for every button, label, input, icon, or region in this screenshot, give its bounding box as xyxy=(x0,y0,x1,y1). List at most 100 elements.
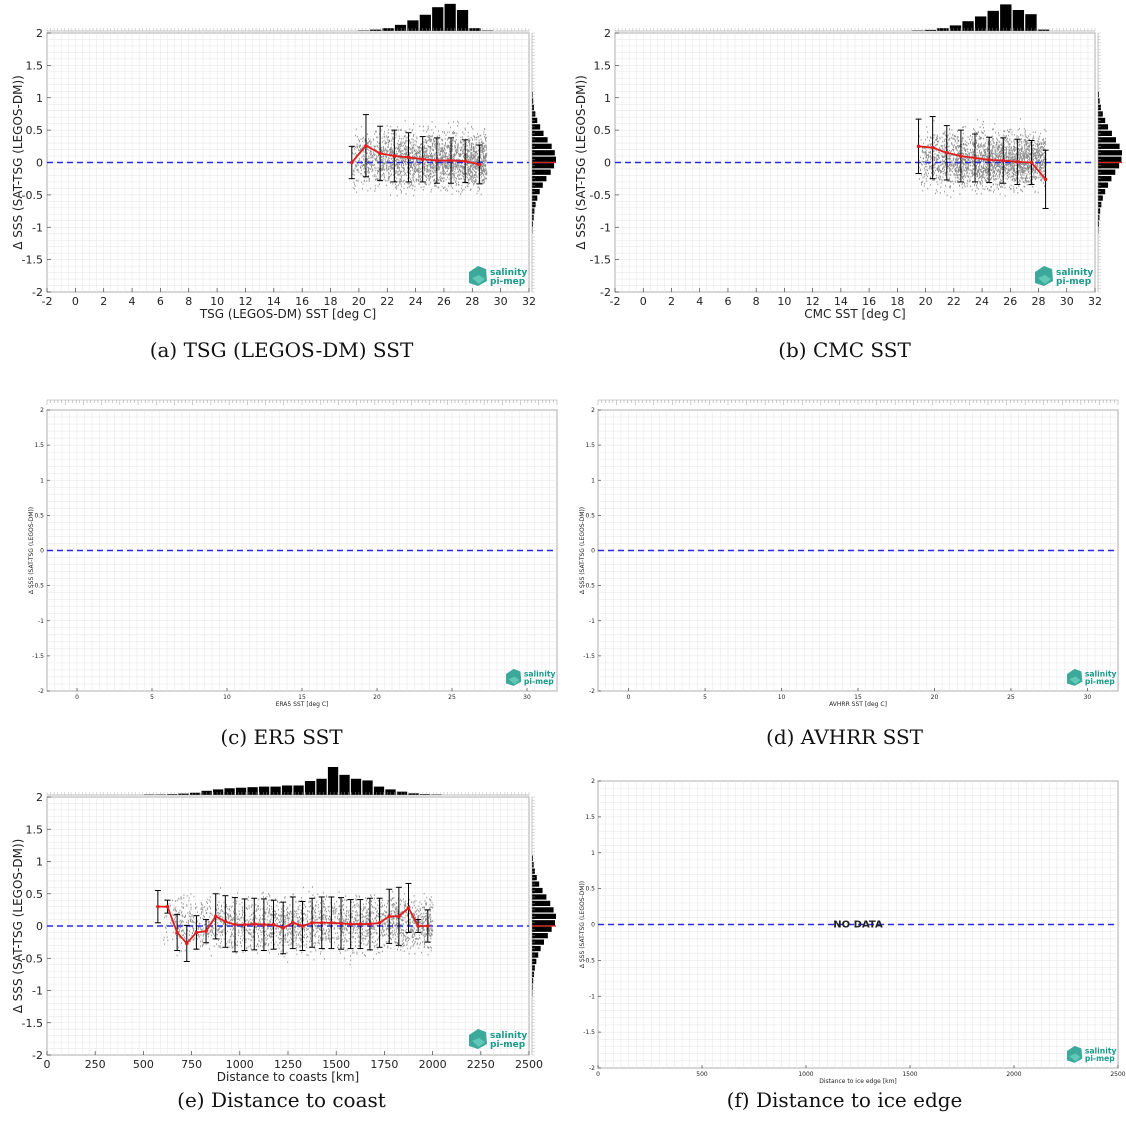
scatter-point xyxy=(431,170,433,172)
scatter-point xyxy=(460,153,462,156)
mean-point xyxy=(364,143,368,148)
scatter-point xyxy=(353,170,355,172)
scatter-point xyxy=(400,180,401,183)
scatter-point xyxy=(392,160,394,162)
scatter-point xyxy=(440,189,442,192)
scatter-point xyxy=(953,174,955,176)
scatter-point xyxy=(1027,148,1029,151)
scatter-point xyxy=(445,142,446,144)
scatter-point xyxy=(441,156,443,159)
scatter-point xyxy=(417,152,419,155)
scatter-point xyxy=(439,176,441,179)
scatter-point xyxy=(1014,143,1016,145)
scatter-point xyxy=(387,150,389,152)
scatter-point xyxy=(452,172,454,175)
scatter-point xyxy=(485,136,487,139)
scatter-point xyxy=(441,142,443,145)
scatter-point xyxy=(467,148,468,151)
scatter-point xyxy=(484,149,486,152)
scatter-point xyxy=(444,167,446,169)
scatter-point xyxy=(429,148,431,150)
scatter-point xyxy=(1009,159,1011,161)
scatter-point xyxy=(428,174,430,177)
scatter-point xyxy=(993,157,995,160)
scatter-point xyxy=(1001,152,1003,154)
scatter-point xyxy=(965,159,967,161)
scatter-point xyxy=(972,141,974,144)
scatter-point xyxy=(973,164,975,167)
scatter-point xyxy=(463,146,465,148)
scatter-point xyxy=(392,151,394,154)
scatter-point xyxy=(1031,148,1033,150)
scatter-point xyxy=(410,148,412,151)
scatter-point xyxy=(435,180,437,182)
scatter-point xyxy=(443,187,444,190)
scatter-point xyxy=(973,163,975,166)
scatter-point xyxy=(449,167,451,169)
scatter-point xyxy=(990,164,991,167)
scatter-point xyxy=(409,184,411,187)
scatter-point xyxy=(438,149,440,151)
scatter-point xyxy=(456,177,458,180)
scatter-point xyxy=(929,155,931,158)
scatter-point xyxy=(409,166,411,169)
scatter-point xyxy=(942,163,944,165)
scatter-point xyxy=(972,161,974,164)
scatter-point xyxy=(412,158,413,161)
scatter-point xyxy=(368,167,369,170)
scatter-point xyxy=(990,186,992,189)
scatter-point xyxy=(997,168,999,171)
scatter-point xyxy=(442,167,443,169)
scatter-point xyxy=(1014,145,1015,148)
scatter-point xyxy=(393,158,395,161)
scatter-point xyxy=(435,138,437,141)
scatter-point xyxy=(480,147,482,150)
scatter-point xyxy=(931,167,933,169)
scatter-point xyxy=(441,150,443,153)
scatter-point xyxy=(1031,147,1033,149)
scatter-point xyxy=(475,158,477,160)
scatter-point xyxy=(412,169,414,171)
scatter-point xyxy=(415,168,417,171)
scatter-point xyxy=(1024,157,1026,160)
scatter-point xyxy=(963,156,965,159)
scatter-point xyxy=(374,184,376,187)
scatter-point xyxy=(949,127,951,130)
scatter-point xyxy=(938,175,940,177)
scatter-point xyxy=(442,172,444,175)
scatter-point xyxy=(1002,168,1003,170)
scatter-point xyxy=(457,125,459,127)
scatter-point xyxy=(953,149,955,151)
scatter-point xyxy=(998,157,999,160)
scatter-point xyxy=(1034,157,1036,160)
scatter-point xyxy=(448,160,450,163)
scatter-point xyxy=(430,188,432,191)
scatter-point xyxy=(995,173,997,176)
scatter-point xyxy=(927,154,928,157)
scatter-point xyxy=(1023,144,1025,147)
scatter-point xyxy=(990,154,991,157)
scatter-point xyxy=(377,185,379,188)
scatter-point xyxy=(926,165,928,168)
scatter-point xyxy=(955,171,957,173)
scatter-point xyxy=(385,142,387,145)
scatter-point xyxy=(981,174,983,177)
scatter-point xyxy=(431,142,433,145)
scatter-point xyxy=(1021,157,1023,160)
scatter-point xyxy=(426,165,428,167)
scatter-point xyxy=(443,144,445,147)
scatter-point xyxy=(956,162,958,165)
scatter-point xyxy=(991,143,993,145)
scatter-point xyxy=(367,166,369,169)
scatter-point xyxy=(948,158,950,161)
scatter-point xyxy=(386,169,388,172)
scatter-point xyxy=(931,172,932,174)
scatter-point xyxy=(396,153,398,156)
scatter-point xyxy=(997,164,999,166)
scatter-point xyxy=(973,160,975,162)
scatter-point xyxy=(409,140,410,142)
scatter-point xyxy=(938,177,940,179)
scatter-point xyxy=(430,146,432,149)
scatter-point xyxy=(364,160,366,163)
scatter-point xyxy=(372,156,374,158)
